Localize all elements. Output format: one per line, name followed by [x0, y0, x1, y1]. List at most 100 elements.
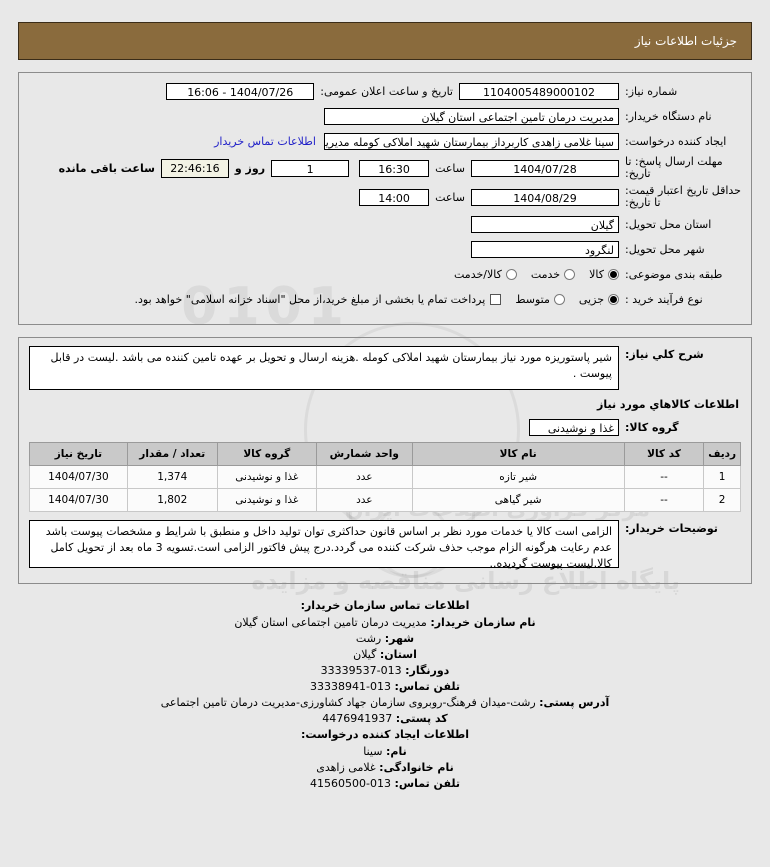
- th-date: تاریخ نیاز: [29, 442, 128, 466]
- need-number-label: شماره نیاز:: [625, 84, 678, 98]
- contact-key-phone: تلفن تماس:: [394, 680, 460, 693]
- requester-line-lastname: نام خانوادگی: غلامی زاهدی: [18, 760, 752, 776]
- countdown-label: ساعت باقی مانده: [58, 161, 155, 175]
- cell-code: --: [623, 465, 705, 489]
- goods-table: ردیف کد کالا نام کالا واحد شمارش گروه کا…: [29, 442, 741, 512]
- contact-value-address: رشت-میدان فرهنگ-روبروی سازمان جهاد کشاور…: [160, 696, 536, 709]
- checkbox-treasury-bonds[interactable]: پرداخت تمام یا بخشی از مبلغ خرید،از محل …: [135, 293, 502, 306]
- radio-minor-icon: [608, 293, 619, 305]
- countdown-timer: 22:46:16: [160, 158, 229, 178]
- buyer-contact-link[interactable]: اطلاعات تماس خریدار: [214, 134, 316, 148]
- row-buyer-notes: توضیحات خریدار: الزامی است کالا یا خدمات…: [29, 520, 741, 570]
- radio-process-minor[interactable]: جزیی: [579, 293, 619, 306]
- row-city: شهر محل تحویل: لنگرود: [29, 239, 741, 259]
- page-title: جزئیات اطلاعات نیاز: [634, 34, 737, 48]
- contact-value-city: رشت: [355, 632, 382, 645]
- buyer-org-value: مدیریت درمان تامین اجتماعی استان گیلان: [324, 107, 619, 125]
- requester-key-firstname: نام:: [385, 745, 407, 758]
- requester-line-firstname: نام: سینا: [18, 744, 752, 760]
- process-label: نوع فرآیند خرید :: [625, 292, 703, 306]
- cell-date: 1404/07/30: [29, 488, 128, 512]
- cell-qty: 1,802: [126, 488, 218, 512]
- requester-value-lastname: غلامی زاهدی: [316, 761, 376, 774]
- th-name: نام کالا: [411, 442, 625, 466]
- radio-classification-goods-service[interactable]: کالا/خدمت: [454, 268, 517, 281]
- contact-requester-heading: اطلاعات ایجاد کننده درخواست:: [301, 728, 469, 741]
- th-radif: ردیف: [703, 442, 741, 466]
- goods-group-value: غذا و نوشیدنی: [529, 418, 619, 436]
- radio-goods-service-label: کالا/خدمت: [454, 267, 502, 281]
- contact-value-postcode: 4476941937: [322, 712, 393, 725]
- contact-line-address: آدرس پستی: رشت-میدان فرهنگ-روبروی سازمان…: [18, 695, 752, 711]
- th-qty: تعداد / مقدار: [126, 442, 218, 466]
- cell-unit: عدد: [316, 488, 413, 512]
- cell-name: شیر گیاهی: [411, 488, 625, 512]
- cell-date: 1404/07/30: [29, 465, 128, 489]
- table-row: 2 -- شیر گیاهی عدد غذا و نوشیدنی 1,802 1…: [29, 488, 741, 512]
- requester-line-phone: تلفن تماس: 013-41560500: [18, 776, 752, 792]
- row-goods-group: گروه کالا: غذا و نوشیدنی: [29, 417, 741, 437]
- contact-line-postcode: کد پستی: 4476941937: [18, 711, 752, 727]
- cell-unit: عدد: [316, 465, 413, 489]
- cell-name: شیر تازه: [411, 465, 625, 489]
- table-row: 1 -- شیر تازه عدد غذا و نوشیدنی 1,374 14…: [29, 465, 741, 489]
- need-number-value: 1104005489000102: [459, 82, 619, 100]
- province-value: گیلان: [471, 215, 619, 233]
- row-requester: ایجاد کننده درخواست: سینا غلامی زاهدی کا…: [29, 131, 741, 151]
- row-classification: طبقه بندی موضوعی: کالا خدمت کالا/خدمت: [29, 264, 741, 284]
- th-code: کد کالا: [623, 442, 705, 466]
- row-description: شرح کلي نیاز: شیر پاستوریزه مورد نیاز بی…: [29, 346, 741, 390]
- remaining-days-value: 1: [271, 159, 350, 177]
- th-unit: واحد شمارش: [316, 442, 413, 466]
- treasury-checkbox-label: پرداخت تمام یا بخشی از مبلغ خرید،از محل …: [134, 292, 486, 306]
- radio-service-icon: [564, 268, 576, 280]
- goods-group-label: گروه کالا:: [625, 420, 679, 434]
- announce-label: تاریخ و ساعت اعلان عمومی:: [320, 84, 453, 98]
- row-process-type: نوع فرآیند خرید : جزیی متوسط پرداخت تمام…: [29, 289, 741, 309]
- radio-service-label: خدمت: [530, 267, 561, 281]
- contact-line-fax: دورنگار: 013-33339537: [18, 663, 752, 679]
- contact-key-org: نام سازمان خریدار:: [430, 616, 536, 629]
- announce-value: 1404/07/26 - 16:06: [166, 82, 315, 100]
- requester-label: ایجاد کننده درخواست:: [625, 134, 727, 148]
- description-label: شرح کلي نیاز:: [625, 348, 704, 361]
- page-title-bar: جزئیات اطلاعات نیاز: [18, 22, 752, 60]
- radio-classification-service[interactable]: خدمت: [530, 267, 576, 281]
- row-price-validity: حداقل تاریخ اعتبار قیمت: تا تاریخ: 1404/…: [29, 185, 741, 209]
- checkbox-icon: [490, 293, 502, 305]
- classification-label: طبقه بندی موضوعی:: [625, 267, 723, 281]
- requester-value-phone: 013-41560500: [310, 777, 391, 790]
- row-deadline: مهلت ارسال پاسخ: تا تاریخ: 1404/07/28 سا…: [29, 156, 741, 180]
- th-group: گروه کالا: [216, 442, 318, 466]
- contact-key-address: آدرس پستی:: [539, 696, 610, 709]
- city-value: لنگرود: [471, 240, 619, 258]
- contact-value-phone: 013-33338941: [310, 680, 391, 693]
- goods-section-title: اطلاعات کالاهاي مورد نیاز: [597, 398, 739, 411]
- row-need-number: شماره نیاز: 1104005489000102 تاریخ و ساع…: [29, 81, 741, 101]
- radio-goods-icon: [608, 268, 619, 280]
- deadline-time: 16:30: [359, 159, 430, 177]
- need-info-panel: شماره نیاز: 1104005489000102 تاریخ و ساع…: [18, 72, 752, 325]
- contact-line-province: استان: گیلان: [18, 647, 752, 663]
- page-root: جزئیات اطلاعات نیاز شماره نیاز: 11040054…: [0, 22, 770, 792]
- price-validity-date: 1404/08/29: [471, 188, 619, 206]
- goods-panel: شرح کلي نیاز: شیر پاستوریزه مورد نیاز بی…: [18, 337, 752, 584]
- deadline-hour-label: ساعت: [435, 161, 465, 175]
- requester-key-lastname: نام خانوادگی:: [379, 761, 454, 774]
- radio-process-medium[interactable]: متوسط: [515, 293, 565, 306]
- cell-radif: 1: [703, 465, 741, 489]
- radio-medium-label: متوسط: [515, 292, 550, 306]
- city-label: شهر محل تحویل:: [625, 242, 705, 256]
- contact-value-province: گیلان: [353, 648, 377, 661]
- contact-value-fax: 013-33339537: [320, 664, 402, 677]
- contact-line-phone: تلفن تماس: 013-33338941: [18, 679, 752, 695]
- contact-key-province: استان:: [379, 648, 417, 661]
- radio-classification-goods[interactable]: کالا: [589, 268, 619, 281]
- requester-value: سینا غلامی زاهدی کاربرداز بیمارستان شهید…: [324, 132, 619, 150]
- contact-key-city: شهر:: [384, 632, 415, 645]
- cell-qty: 1,374: [126, 465, 218, 489]
- contact-key-fax: دورنگار:: [405, 664, 450, 677]
- radio-goods-label: کالا: [589, 267, 604, 281]
- price-validity-time: 14:00: [359, 188, 430, 206]
- contact-value-org: مدیریت درمان تامین اجتماعی استان گیلان: [234, 616, 427, 629]
